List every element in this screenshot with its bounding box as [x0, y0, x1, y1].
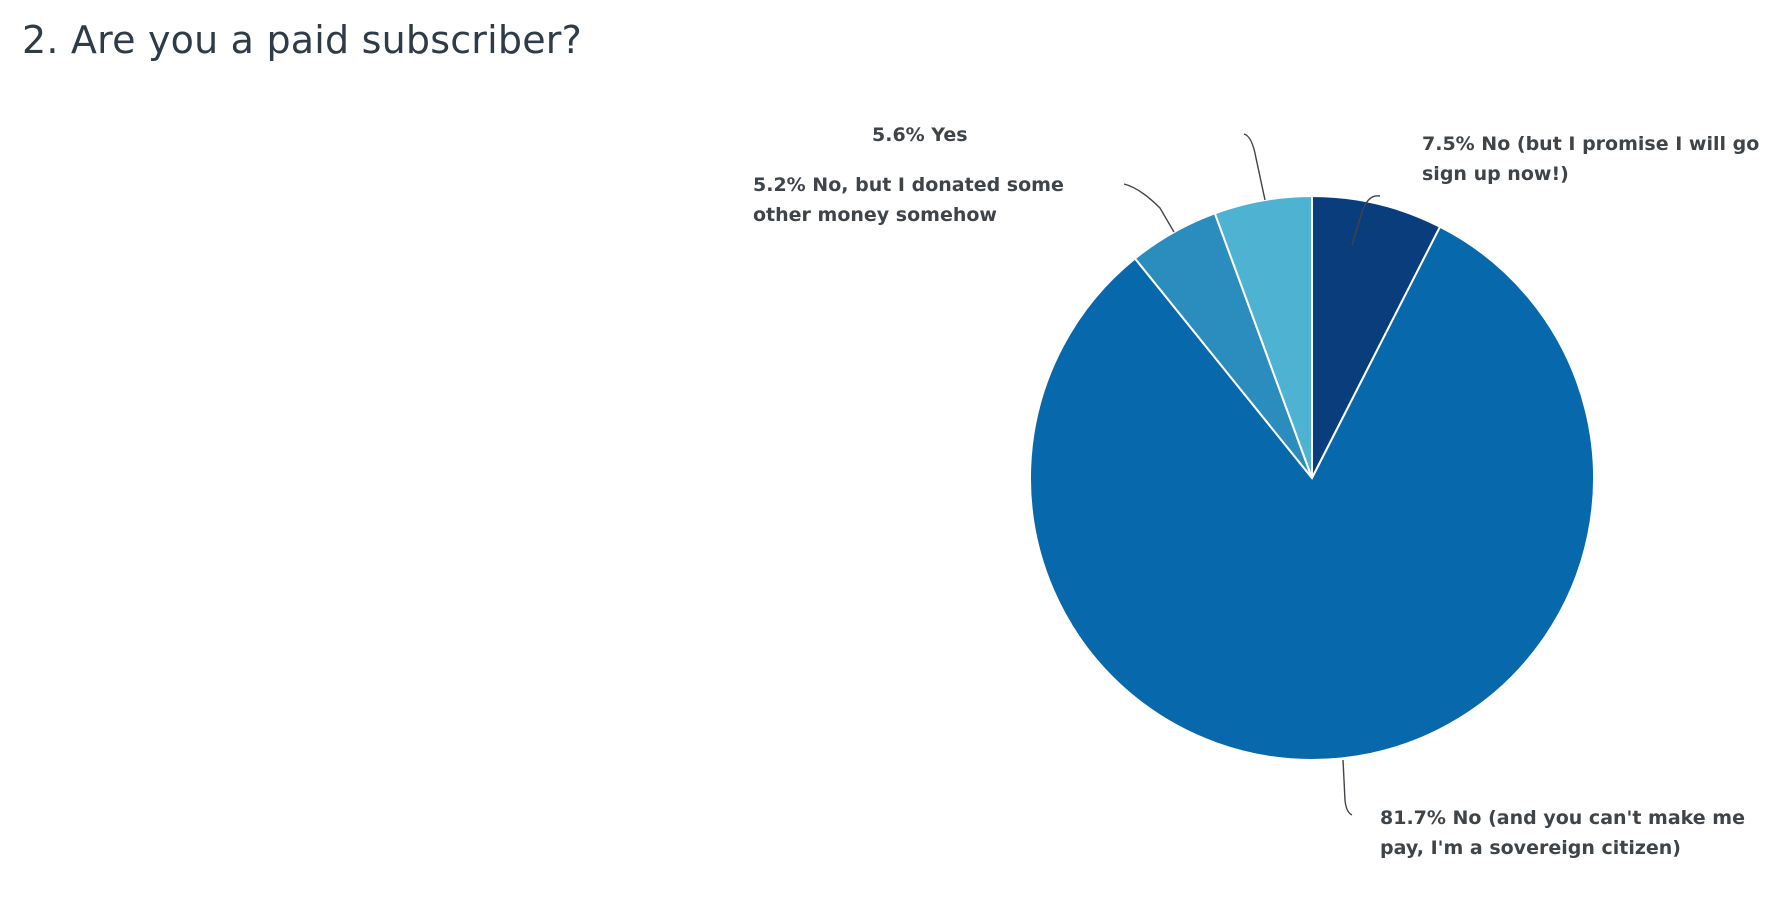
- pie-label-leader-4: [1243, 133, 1266, 201]
- pie-label-4: 5.6% Yes: [872, 124, 968, 146]
- pie-label-1: 7.5% No (but I promise I will go sign up …: [1422, 133, 1759, 185]
- pie-label-leader-1: [1351, 195, 1381, 246]
- chart-title: 2. Are you a paid subscriber?: [22, 18, 582, 62]
- pie-slice-1: [1311, 194, 1442, 479]
- pie-label-4-line-1: 5.6% Yes: [872, 124, 968, 146]
- pie-slice-4: [1213, 194, 1313, 479]
- pie-label-2: 81.7% No (and you can't make me pay, I'm …: [1380, 807, 1745, 859]
- pie-label-1-line-2: sign up now!): [1422, 163, 1569, 185]
- pie-label-2-line-2: pay, I'm a sovereign citizen): [1380, 837, 1681, 859]
- pie-label-leader-2: [1342, 759, 1353, 816]
- pie-slice-2: [1028, 225, 1595, 761]
- pie-label-2-line-1: 81.7% No (and you can't make me: [1380, 807, 1745, 829]
- pie-label-leader-3: [1123, 183, 1175, 233]
- pie-label-3-line-2: other money somehow: [753, 204, 997, 226]
- pie-label-3: 5.2% No, but I donated some other money s…: [753, 174, 1064, 226]
- pie-label-3-line-1: 5.2% No, but I donated some: [753, 174, 1064, 196]
- pie-label-1-line-1: 7.5% No (but I promise I will go: [1422, 133, 1759, 155]
